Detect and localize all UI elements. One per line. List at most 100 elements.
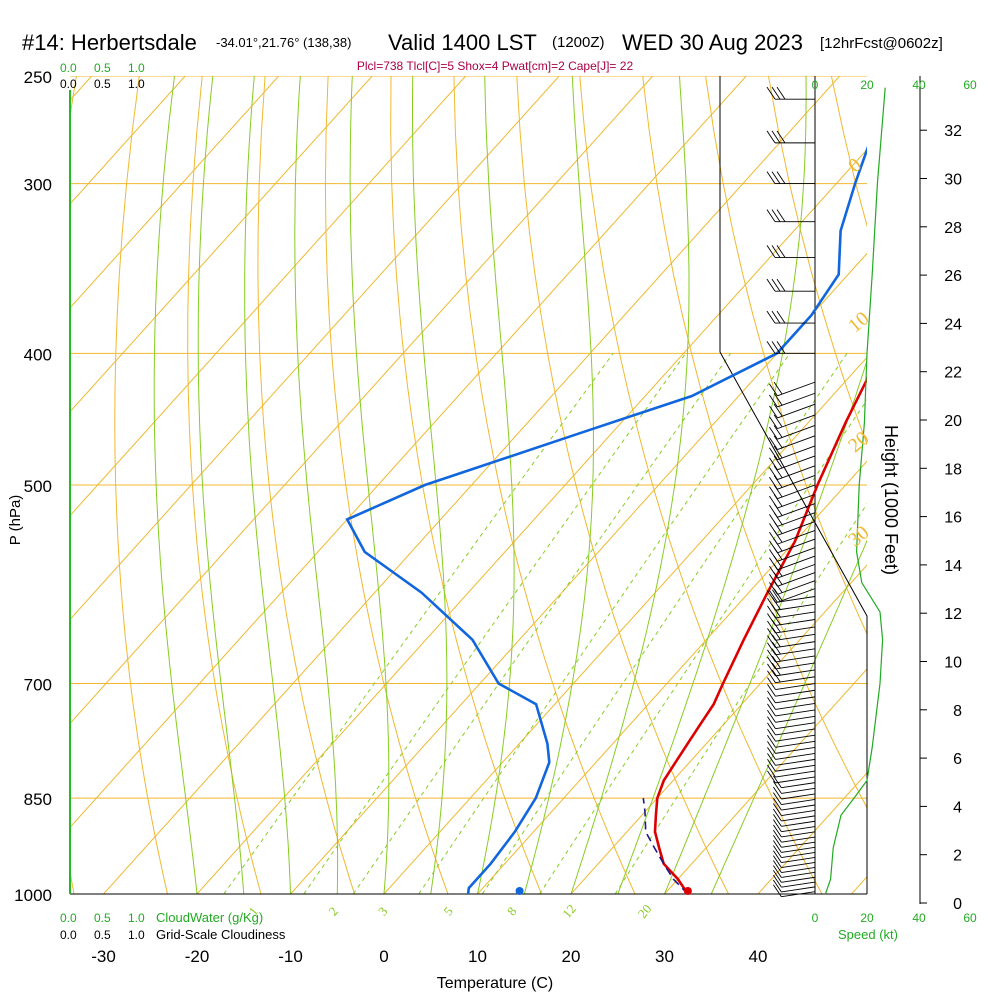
speed-tick-label-bottom: 60 — [963, 911, 977, 925]
temperature-tick-label: -20 — [185, 947, 210, 966]
mixing-ratio-label: 2 — [325, 904, 341, 919]
wind-barb — [766, 278, 815, 292]
moist-adiabat-line — [477, 76, 515, 894]
isotherm-line — [70, 76, 560, 621]
isotherm-line — [70, 76, 280, 309]
wind-barb — [766, 310, 815, 324]
moist-adiabat-line — [197, 76, 245, 894]
wind-barb — [767, 683, 816, 697]
wind-barb — [766, 171, 815, 185]
speed-tick-label-top: 20 — [860, 78, 874, 92]
wind-barb — [767, 703, 816, 717]
pressure-tick-label: 400 — [24, 345, 52, 364]
isotherm-line — [70, 76, 654, 725]
dry-adiabat-label: 30 — [844, 522, 873, 552]
wind-barb — [767, 662, 816, 677]
wind-barb — [767, 641, 816, 656]
chart-title-date: WED 30 Aug 2023 — [622, 30, 803, 55]
wind-barb — [769, 455, 816, 471]
height-tick-label: 8 — [953, 703, 962, 720]
wind-barb — [773, 814, 816, 827]
height-tick-label: 26 — [944, 268, 962, 285]
cloudiness-label: Grid-Scale Cloudiness — [156, 927, 286, 942]
height-tick-label: 12 — [944, 606, 962, 623]
mixing-ratio-label: 12 — [559, 901, 579, 921]
dry-adiabat-line — [390, 76, 542, 894]
cloud-scale-top-0: 0.0 — [60, 77, 77, 91]
dry-adiabat-line — [453, 76, 636, 894]
wind-barb — [773, 879, 816, 893]
temperature-tick-label: -10 — [278, 947, 303, 966]
wind-barb — [769, 381, 816, 397]
height-tick-label: 0 — [953, 896, 962, 913]
wind-barb — [773, 819, 816, 833]
mixing-ratio-line — [303, 353, 687, 894]
pressure-tick-label: 850 — [24, 790, 52, 809]
isotherm-line — [570, 564, 867, 894]
temperature-tick-label: 30 — [655, 947, 674, 966]
temperature-tick-label: 0 — [379, 947, 388, 966]
surface-temperature-marker — [683, 887, 692, 895]
height-tick-label: 18 — [944, 461, 962, 478]
pressure-tick-label: 300 — [24, 176, 52, 195]
cloud-scale-top-green-2: 1.0 — [128, 61, 145, 75]
wind-barb — [767, 648, 816, 663]
moist-adiabat-line — [617, 76, 807, 894]
wind-barb — [773, 865, 816, 878]
wind-barb — [767, 690, 816, 704]
mixing-ratio-line — [352, 353, 732, 894]
wind-barb — [773, 797, 816, 811]
chart-title-station: #14: Herbertsdale — [22, 30, 197, 55]
height-tick-label: 4 — [953, 799, 962, 816]
wind-barb — [767, 655, 816, 670]
wind-barb — [773, 884, 816, 898]
wind-barb — [773, 781, 816, 794]
dry-adiabat-line — [768, 76, 867, 446]
wind-barb — [767, 759, 816, 772]
wind-barb — [773, 829, 816, 843]
wind-barb — [767, 735, 816, 748]
height-axis-label: Height (1000 Feet) — [881, 425, 901, 575]
wind-barb — [769, 425, 816, 440]
height-tick-label: 32 — [944, 123, 962, 140]
dry-adiabat-line — [516, 76, 729, 894]
cloud-scale-bottom-green-0: 0.0 — [60, 911, 77, 925]
isotherm-line — [103, 76, 841, 894]
moist-adiabat-line — [664, 359, 867, 894]
x-axis-label: Temperature (C) — [437, 975, 553, 992]
temperature-axis: -30 -20 -10 0 10 20 30 40 — [91, 947, 767, 966]
cloud-scale-bottom-0: 0.0 — [60, 928, 77, 942]
height-tick-label: 24 — [944, 316, 962, 333]
wind-barb — [773, 835, 816, 848]
wind-barb — [767, 697, 816, 710]
wind-barb — [767, 722, 816, 736]
wind-barb — [773, 824, 816, 838]
parcel-line — [642, 798, 689, 894]
height-tick-label: 10 — [944, 655, 962, 672]
sounding-series — [345, 145, 867, 894]
wind-barb — [767, 677, 816, 690]
dry-adiabat-line — [894, 76, 1000, 894]
mixing-ratio-label: 5 — [440, 904, 456, 919]
wind-barb — [766, 130, 815, 144]
height-tick-label: 2 — [953, 848, 962, 865]
cloud-scale-bottom-green-1: 0.5 — [94, 911, 111, 925]
height-tick-label: 14 — [944, 558, 962, 575]
height-tick-label: 22 — [944, 365, 962, 382]
dry-adiabat-line — [0, 76, 14, 894]
wind-barb — [769, 392, 816, 408]
moist-adiabat-line — [412, 76, 448, 894]
wind-barb — [773, 803, 816, 816]
chart-title-zulu: (1200Z) — [552, 34, 605, 51]
wind-barb — [767, 747, 816, 760]
cloud-scale-bottom-1: 0.5 — [94, 928, 111, 942]
temperature-line — [653, 376, 867, 894]
y-axis-label: P (hPa) — [7, 495, 24, 546]
moist-adiabat-line — [153, 76, 198, 894]
height-tick-label: 28 — [944, 220, 962, 237]
wind-barb — [766, 86, 815, 100]
dry-adiabat-line — [187, 76, 262, 894]
moist-adiabat-line — [523, 76, 594, 894]
dry-adiabat-line — [324, 76, 449, 894]
